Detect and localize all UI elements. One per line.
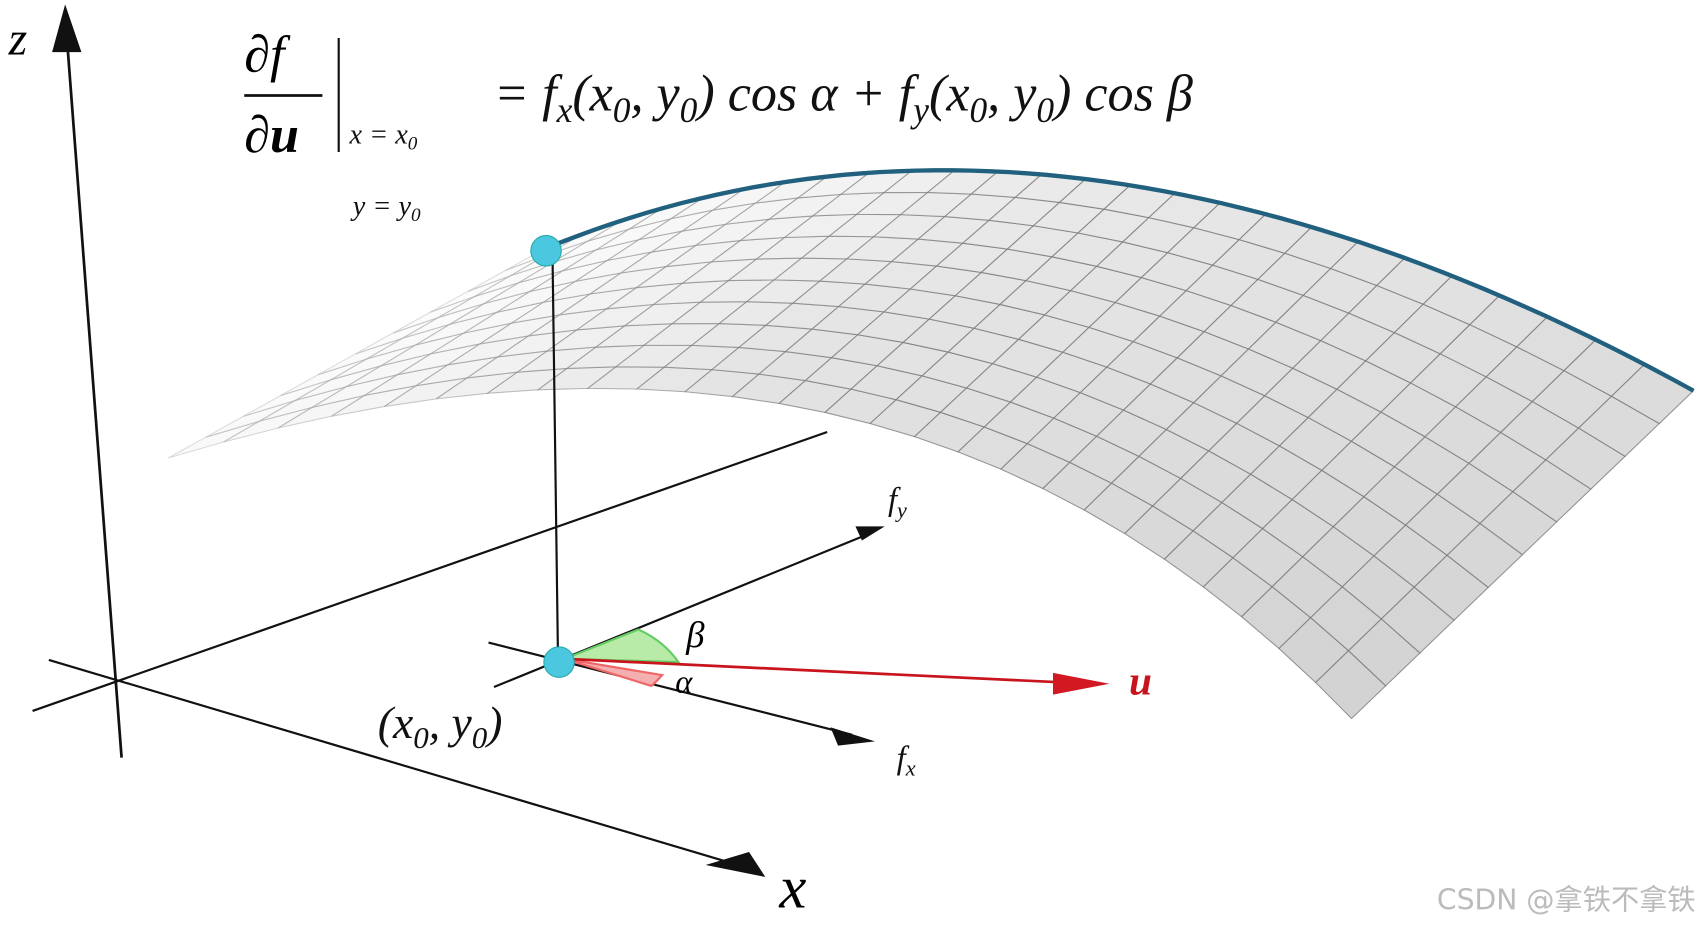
x-arrow bbox=[705, 852, 766, 877]
formula-rhs-part: y bbox=[910, 90, 929, 130]
surface-patch bbox=[259, 386, 347, 422]
surface-patch bbox=[223, 406, 313, 443]
text-group: x = x0y = y0= fx(x0, y0) cos α + fy(x0, … bbox=[349, 66, 1193, 781]
condition-x-part: 0 bbox=[408, 133, 418, 154]
point-label-part: (x bbox=[378, 697, 413, 748]
beta-label: β bbox=[685, 614, 705, 655]
surface-patch bbox=[430, 275, 511, 313]
condition-x: x = x0 bbox=[349, 119, 418, 154]
fy-label: fy bbox=[888, 482, 907, 522]
formula-rhs-part: = f bbox=[494, 66, 563, 123]
surface bbox=[167, 168, 1695, 720]
condition-y-part: 0 bbox=[411, 205, 421, 226]
surface-patch bbox=[355, 316, 439, 355]
condition-y-part: y = y bbox=[350, 191, 412, 222]
formula-rhs-part: 0 bbox=[1036, 90, 1054, 130]
formula-rhs-part: ) cos α + f bbox=[694, 66, 919, 123]
point-label-part: ) bbox=[484, 697, 502, 748]
fx-label: fx bbox=[897, 740, 916, 780]
point-label-part: , y bbox=[429, 697, 473, 748]
z-label: z bbox=[8, 12, 28, 65]
point-label-part: 0 bbox=[472, 720, 488, 755]
fx-arrow bbox=[830, 727, 875, 746]
surface-patch bbox=[438, 282, 520, 318]
formula-rhs-part: 0 bbox=[680, 90, 698, 130]
watermark: CSDN @拿铁不拿铁 bbox=[1437, 884, 1696, 917]
condition-y: y = y0 bbox=[350, 191, 421, 226]
surface-patch bbox=[167, 420, 260, 459]
surface-patch bbox=[280, 358, 368, 397]
surface-patch bbox=[242, 379, 332, 417]
surface-patch bbox=[330, 344, 416, 381]
fx-label-part: x bbox=[905, 756, 916, 781]
vertical-line bbox=[551, 258, 560, 658]
surface-patch bbox=[402, 302, 485, 339]
u-label: u bbox=[1129, 658, 1152, 704]
surface-patch bbox=[366, 323, 451, 360]
formula-rhs-part: x bbox=[556, 90, 573, 130]
numerator: ∂f bbox=[244, 27, 291, 84]
point-label-part: 0 bbox=[413, 720, 429, 755]
surface-patch bbox=[392, 296, 475, 334]
u-arrow bbox=[1053, 672, 1110, 695]
fy-label-part: y bbox=[895, 497, 907, 522]
x-axis bbox=[48, 658, 750, 870]
formula-rhs-part: , y bbox=[631, 66, 681, 123]
u-line bbox=[564, 657, 1070, 685]
formula-rhs-part: (x bbox=[929, 66, 969, 123]
formula-rhs-part: ) cos β bbox=[1051, 66, 1193, 123]
z-arrow bbox=[52, 4, 82, 53]
point-label: (x0, y0) bbox=[378, 697, 503, 755]
surface-point bbox=[530, 234, 562, 267]
condition-x-part: x = x bbox=[349, 119, 409, 150]
formula-rhs-part: 0 bbox=[613, 90, 631, 130]
alpha-wedge bbox=[564, 657, 665, 688]
fy-arrow bbox=[855, 526, 885, 541]
alpha-label: α bbox=[675, 664, 693, 700]
beta-wedge bbox=[564, 628, 681, 664]
surface-patch bbox=[205, 399, 296, 438]
y-axis bbox=[32, 430, 828, 712]
base-point bbox=[543, 646, 575, 678]
formula-rhs-part: 0 bbox=[969, 90, 987, 130]
denominator: ∂u bbox=[244, 107, 299, 164]
surface-patch bbox=[317, 337, 404, 376]
formula-rhs-part: (x bbox=[572, 66, 612, 123]
x-label: x bbox=[778, 854, 806, 921]
formula-rhs: = fx(x0, y0) cos α + fy(x0, y0) cos β bbox=[494, 66, 1193, 130]
formula-rhs-part: , y bbox=[987, 66, 1037, 123]
z-axis bbox=[65, 43, 123, 758]
surface-patch bbox=[294, 365, 382, 401]
ridge-curve bbox=[541, 168, 1695, 393]
